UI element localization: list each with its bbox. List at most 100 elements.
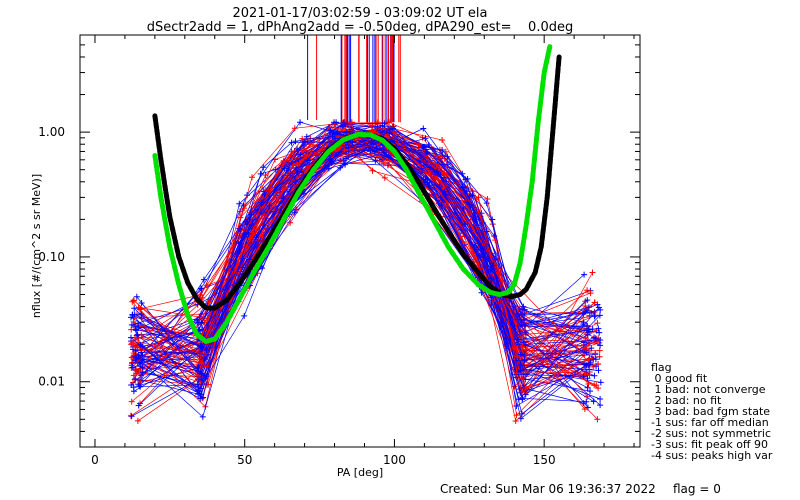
data-point-marker [133, 370, 140, 377]
data-point-marker [590, 363, 597, 370]
data-point-marker [589, 269, 596, 276]
data-point-marker [584, 287, 591, 294]
data-point-marker [130, 388, 137, 395]
data-point-marker [423, 146, 430, 153]
data-point-marker [246, 256, 253, 263]
data-point-marker [136, 383, 143, 389]
data-point-marker [345, 144, 352, 151]
data-point-marker [459, 184, 466, 191]
data-point-marker [293, 164, 300, 171]
data-point-marker [247, 235, 254, 242]
legend-entry: 0 good fit [651, 372, 708, 385]
data-point-marker [443, 202, 449, 209]
data-point-marker [591, 299, 598, 306]
data-point-marker [439, 152, 446, 159]
data-point-marker [197, 353, 204, 359]
data-point-marker [583, 398, 590, 405]
data-point-marker [129, 364, 136, 371]
data-point-marker [200, 394, 207, 401]
data-point-marker [297, 119, 304, 126]
data-point-marker [390, 125, 397, 132]
data-point-marker [272, 166, 279, 173]
data-point-marker [132, 326, 139, 333]
data-point-marker [591, 372, 598, 379]
data-point-marker [376, 153, 383, 159]
data-point-marker [131, 311, 138, 318]
data-point-marker [379, 122, 386, 129]
data-point-marker [587, 290, 594, 297]
data-point-marker [194, 388, 201, 395]
data-point-marker [595, 325, 602, 332]
data-point-marker [518, 410, 525, 417]
data-point-marker [426, 182, 433, 189]
data-point-marker [584, 331, 591, 338]
data-point-marker [135, 320, 141, 327]
data-point-marker [386, 129, 393, 136]
data-point-marker [194, 381, 201, 388]
data-point-marker [197, 343, 203, 350]
data-point-marker [471, 244, 478, 250]
data-point-marker [595, 367, 602, 374]
flag-legend: flag 0 good fit 1 bad: not converge 2 ba… [651, 361, 773, 462]
data-point-marker [441, 188, 448, 195]
data-point-marker [280, 158, 287, 165]
data-point-marker [420, 125, 427, 132]
data-point-marker [135, 352, 142, 358]
data-point-marker [197, 291, 204, 298]
data-point-marker [518, 375, 525, 382]
data-point-marker [328, 159, 335, 166]
data-point-marker [514, 336, 521, 343]
data-point-marker [135, 402, 142, 409]
data-point-marker [128, 398, 135, 405]
data-point-marker [517, 362, 524, 368]
data-point-marker [197, 395, 204, 402]
data-point-marker [128, 321, 135, 328]
data-point-marker [294, 146, 301, 152]
data-point-marker [592, 356, 599, 363]
data-point-marker [584, 297, 591, 304]
x-tick-label: 150 [533, 453, 556, 467]
data-point-marker [518, 319, 525, 326]
measurement-curve [138, 144, 590, 349]
data-point-marker [132, 375, 139, 382]
data-point-marker [483, 200, 490, 207]
x-tick-label: 0 [91, 453, 99, 467]
data-point-marker [490, 262, 497, 269]
data-point-marker [517, 415, 524, 422]
legend-entry: -1 sus: far off median [651, 416, 769, 429]
legend-entry: 2 bad: no fit [651, 394, 722, 407]
data-point-marker [512, 418, 519, 424]
data-point-marker [594, 416, 601, 423]
data-point-marker [582, 335, 589, 342]
data-point-marker [583, 362, 590, 369]
data-point-marker [591, 313, 598, 320]
data-point-marker [515, 311, 522, 318]
legend-entry: -2 sus: not symmetric [651, 427, 771, 440]
data-point-marker [417, 151, 423, 158]
data-point-marker [128, 334, 134, 341]
data-point-marker [592, 335, 599, 342]
data-layer [127, 35, 604, 424]
data-point-marker [371, 148, 378, 155]
measurement-curve [137, 137, 597, 360]
data-point-marker [253, 234, 260, 241]
data-point-marker [484, 196, 491, 202]
data-point-marker [333, 119, 340, 126]
plot-frame [79, 34, 641, 448]
data-point-marker [580, 373, 587, 380]
data-point-marker [588, 345, 595, 352]
data-point-marker [596, 329, 603, 336]
data-point-marker [236, 200, 243, 207]
data-point-marker [514, 353, 521, 360]
data-point-marker [521, 357, 528, 364]
data-point-marker [132, 353, 139, 360]
axes-layer: 0 50 100 150 0.01 0.10 1.00 [38, 34, 641, 467]
data-point-marker [597, 337, 604, 343]
data-point-marker [583, 345, 590, 352]
data-point-marker [590, 398, 597, 405]
data-point-marker [591, 339, 597, 346]
data-point-marker [128, 341, 135, 348]
data-point-marker [597, 402, 604, 409]
y-tick-label: 0.01 [38, 375, 65, 389]
